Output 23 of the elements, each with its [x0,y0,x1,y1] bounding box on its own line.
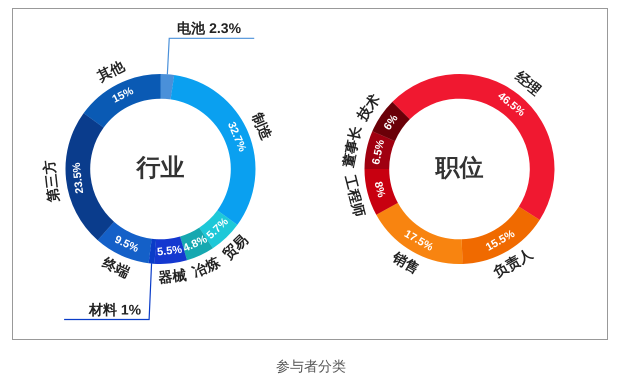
text: 参与者分类 [275,358,347,376]
slice-label: 第三方 [40,159,62,204]
slice-label: 电池 2.3% [177,20,242,36]
slice-label: 制造 [248,109,276,144]
slice-label: 其他 [94,56,128,85]
data-label: 23.5% [70,162,86,194]
slice-label: 工程师 [342,172,368,218]
text: 行业 [136,154,184,182]
slice-label: 经理 [512,67,544,98]
slice-label: 器械 [158,266,188,286]
data-label: 5.5% [156,244,183,259]
data-label: 15% [110,84,136,106]
data-label: 6.5% [370,138,388,166]
slice-label: 终端 [99,254,132,280]
slice-label: 董事长 [339,124,364,170]
data-label: 9.5% [112,234,141,256]
slice-label: 销售 [389,248,422,277]
slice-label: 技术 [353,91,383,124]
slice-label: 材料 1% [88,301,142,318]
text: 职位 [434,154,484,182]
data-label: 6% [382,112,401,133]
data-label: 8% [372,180,388,199]
data-label: 32.7% [225,120,248,154]
